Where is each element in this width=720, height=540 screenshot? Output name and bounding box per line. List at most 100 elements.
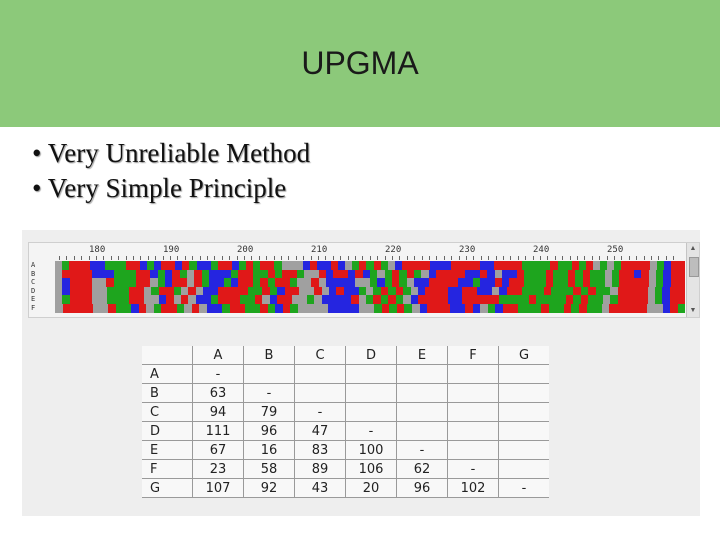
nucleotide-block <box>529 261 537 270</box>
nucleotide-block <box>318 269 327 279</box>
nucleotide-block <box>465 303 473 313</box>
nucleotide-block <box>491 286 500 296</box>
nucleotide-block <box>428 278 437 287</box>
nucleotide-block <box>340 269 349 279</box>
nucleotide-block <box>421 269 429 279</box>
nucleotide-block <box>670 269 678 279</box>
scroll-thumb[interactable] <box>689 257 699 277</box>
nucleotide-block <box>55 303 63 313</box>
table-cell: - <box>192 364 244 384</box>
nucleotide-block <box>677 278 685 287</box>
table-cell <box>447 383 499 403</box>
nucleotide-block <box>153 303 162 313</box>
nucleotide-block <box>351 303 359 313</box>
nucleotide-block <box>450 278 459 287</box>
ruler-tick <box>103 256 105 260</box>
nucleotide-block <box>306 286 315 296</box>
nucleotide-block <box>62 303 71 313</box>
nucleotide-block <box>76 261 84 270</box>
nucleotide-block <box>336 295 344 304</box>
nucleotide-block <box>604 278 612 287</box>
nucleotide-block <box>229 303 238 313</box>
nucleotide-block <box>182 261 190 270</box>
nucleotide-block <box>298 303 306 313</box>
nucleotide-block <box>245 278 253 287</box>
nucleotide-block <box>493 261 501 270</box>
nucleotide-block <box>479 261 487 270</box>
nucleotide-block <box>373 295 381 304</box>
row-label: E <box>31 295 36 303</box>
nucleotide-block <box>311 269 319 279</box>
nucleotide-block <box>567 278 576 287</box>
nucleotide-block <box>55 261 63 270</box>
nucleotide-block <box>92 295 100 304</box>
nucleotide-block <box>586 303 595 313</box>
nucleotide-block <box>100 303 109 313</box>
nucleotide-block <box>588 295 596 304</box>
nucleotide-block <box>180 286 189 296</box>
nucleotide-block <box>677 295 685 304</box>
nucleotide-block <box>225 286 233 296</box>
nucleotide-block <box>536 295 544 304</box>
nucleotide-block <box>326 278 334 287</box>
nucleotide-block <box>543 261 551 270</box>
table-cell: 43 <box>294 478 346 498</box>
nucleotide-block <box>444 261 452 270</box>
nucleotide-block <box>106 278 114 287</box>
nucleotide-block <box>531 278 539 287</box>
scroll-up-icon[interactable]: ▲ <box>689 245 697 252</box>
row-label: F <box>31 303 36 312</box>
nucleotide-block <box>203 286 211 296</box>
table-cell: 47 <box>294 421 346 441</box>
nucleotide-block <box>529 286 537 296</box>
ruler-tick <box>244 256 245 260</box>
nucleotide-block <box>320 303 329 313</box>
nucleotide-block <box>392 278 400 287</box>
nucleotide-block <box>62 269 70 279</box>
nucleotide-block <box>454 286 463 296</box>
nucleotide-block <box>531 269 539 279</box>
nucleotide-block <box>494 278 503 287</box>
nucleotide-block <box>225 295 233 304</box>
nucleotide-block <box>161 261 169 270</box>
nucleotide-block <box>573 295 581 304</box>
nucleotide-block <box>575 269 583 279</box>
vertical-scrollbar[interactable]: ▲ ▼ <box>686 243 699 317</box>
nucleotide-block <box>514 295 522 304</box>
nucleotide-block <box>210 295 218 304</box>
nucleotide-block <box>216 278 224 287</box>
nucleotide-block <box>457 303 466 313</box>
nucleotide-block <box>632 295 641 304</box>
nucleotide-block <box>384 278 393 287</box>
nucleotide-block <box>139 261 148 270</box>
nucleotide-block <box>662 303 671 313</box>
nucleotide-block <box>669 295 678 304</box>
nucleotide-block <box>166 286 174 296</box>
table-row: B 63- <box>142 383 549 403</box>
nucleotide-block <box>267 303 276 313</box>
nucleotide-block <box>99 286 107 296</box>
nucleotide-block <box>318 278 327 287</box>
nucleotide-block <box>518 303 526 313</box>
scroll-down-icon[interactable]: ▼ <box>689 307 697 314</box>
nucleotide-block <box>406 278 415 287</box>
nucleotide-block <box>201 269 209 279</box>
nucleotide-block <box>210 261 218 270</box>
nucleotide-block <box>404 303 412 313</box>
nucleotide-block <box>84 269 92 279</box>
nucleotide-block <box>55 286 63 296</box>
nucleotide-block <box>508 261 516 270</box>
nucleotide-block <box>536 286 544 296</box>
nucleotide-block <box>203 261 211 270</box>
nucleotide-block <box>663 269 671 279</box>
table-cell: - <box>498 478 549 498</box>
ruler-tick <box>162 256 164 260</box>
nucleotide-block <box>654 286 663 296</box>
nucleotide-block <box>343 295 352 304</box>
nucleotide-block <box>348 269 356 279</box>
nucleotide-block <box>238 269 246 279</box>
nucleotide-block <box>239 261 247 270</box>
nucleotide-block <box>306 295 315 304</box>
nucleotide-block <box>269 286 278 296</box>
nucleotide-block <box>655 278 664 287</box>
